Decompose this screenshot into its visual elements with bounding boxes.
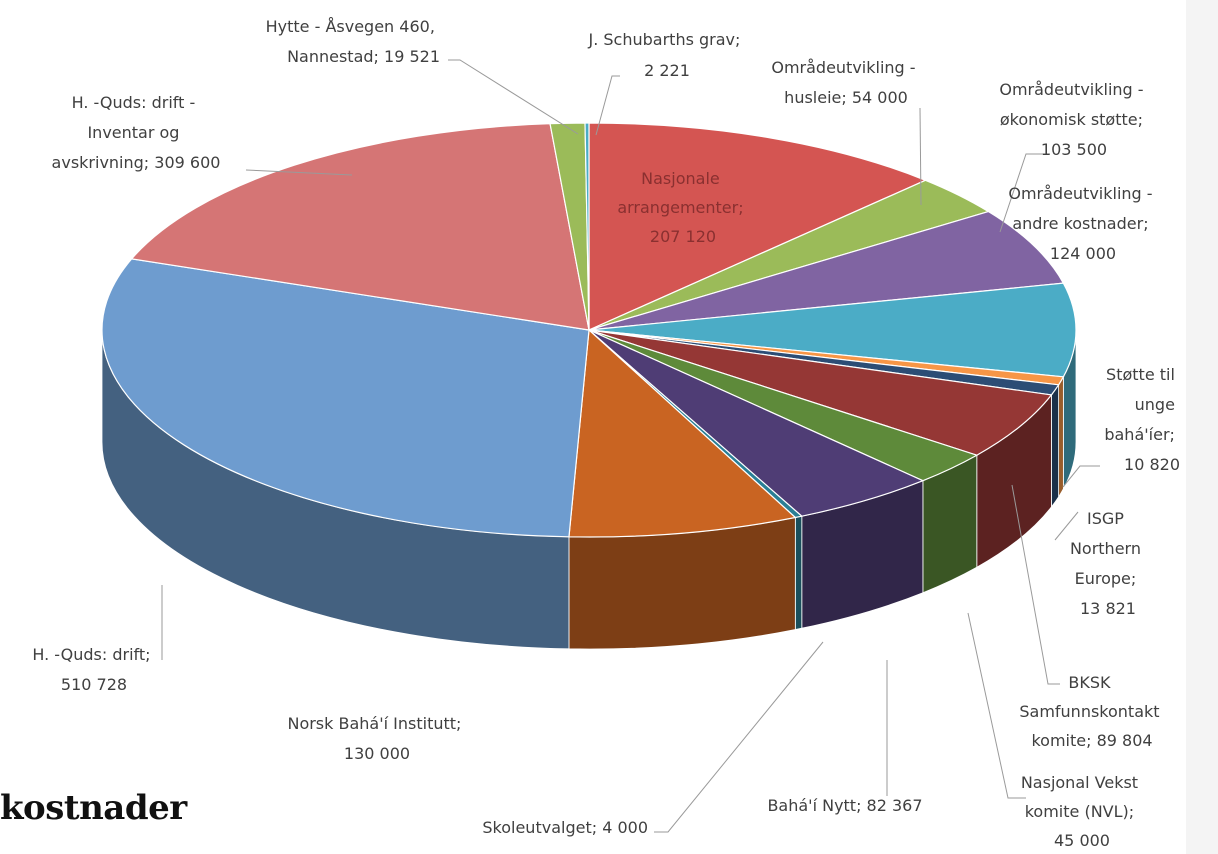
- label-schubarth: J. Schubarths grav; 2 221: [588, 30, 746, 80]
- side-strip: [1186, 0, 1218, 854]
- leader-bksk: [1011, 484, 1060, 685]
- slice-nasjonale-arrangementer: [588, 122, 927, 331]
- leader-stotte: [1062, 465, 1100, 488]
- label-nvl: Nasjonal Vekst komite (NVL); 45 000: [1021, 773, 1143, 850]
- leader-okonomisk: [999, 153, 1050, 233]
- label-nasjonale: Nasjonale arrangementer; 207 120: [617, 169, 748, 246]
- leader-husleie: [919, 107, 922, 206]
- pie-tops: [101, 122, 1077, 538]
- chart-title-fragment: kostnader: [0, 788, 187, 828]
- label-nytt: Bahá'í Nytt; 82 367: [767, 796, 922, 815]
- label-institutt: Norsk Bahá'í Institutt; 130 000: [287, 714, 466, 763]
- label-inventar: H. -Quds: drift - Inventar og avskrivnin…: [52, 93, 221, 172]
- label-andre: Områdeutvikling - andre kostnader; 124 0…: [1008, 184, 1157, 263]
- label-bksk: BKSK Samfunnskontakt komite; 89 804: [1019, 673, 1164, 750]
- label-drift: H. -Quds: drift; 510 728: [32, 645, 155, 694]
- leader-lines: [161, 59, 1100, 833]
- slice-bksk-samfunnskontakt-komite: [588, 329, 1053, 456]
- slice-baha-i-nytt: [588, 329, 925, 517]
- slice-h-quds-drift: [101, 258, 590, 538]
- label-isgp: ISGP Northern Europe; 13 821: [1070, 509, 1146, 618]
- leader-hytte: [448, 59, 579, 135]
- slice-norsk-baha-i-institutt: [568, 328, 797, 538]
- slice-omra-deutvikling-andre-kostnader: [588, 282, 1077, 378]
- label-stotte: Støtte til unge bahá'íer; 10 820: [1104, 365, 1180, 474]
- label-okonomisk: Områdeutvikling - økonomisk støtte; 103 …: [999, 80, 1148, 159]
- side-skoleutvalget: [794, 515, 803, 630]
- side-st-tte-til-unge-baha-i-er: [1058, 376, 1064, 499]
- leader-nvl: [967, 612, 1026, 799]
- leader-schubarth: [595, 75, 620, 136]
- slice-omra-deutvikling-konomisk-st-tte: [588, 210, 1065, 331]
- leader-isgp: [1054, 511, 1079, 541]
- label-hytte: Hytte - Åsvegen 460, Nannestad; 19 521: [266, 17, 440, 66]
- label-husleie: Områdeutvikling - husleie; 54 000: [771, 58, 920, 107]
- slice-j-schubarths-grav: [584, 122, 590, 331]
- leader-skole: [654, 641, 824, 833]
- label-skole: Skoleutvalget; 4 000: [482, 818, 648, 837]
- side-isgp-northern-europe: [1051, 383, 1059, 509]
- leader-inventar: [245, 169, 353, 176]
- slice-h-quds-drift-inventar-og-avskrivning: [130, 123, 590, 331]
